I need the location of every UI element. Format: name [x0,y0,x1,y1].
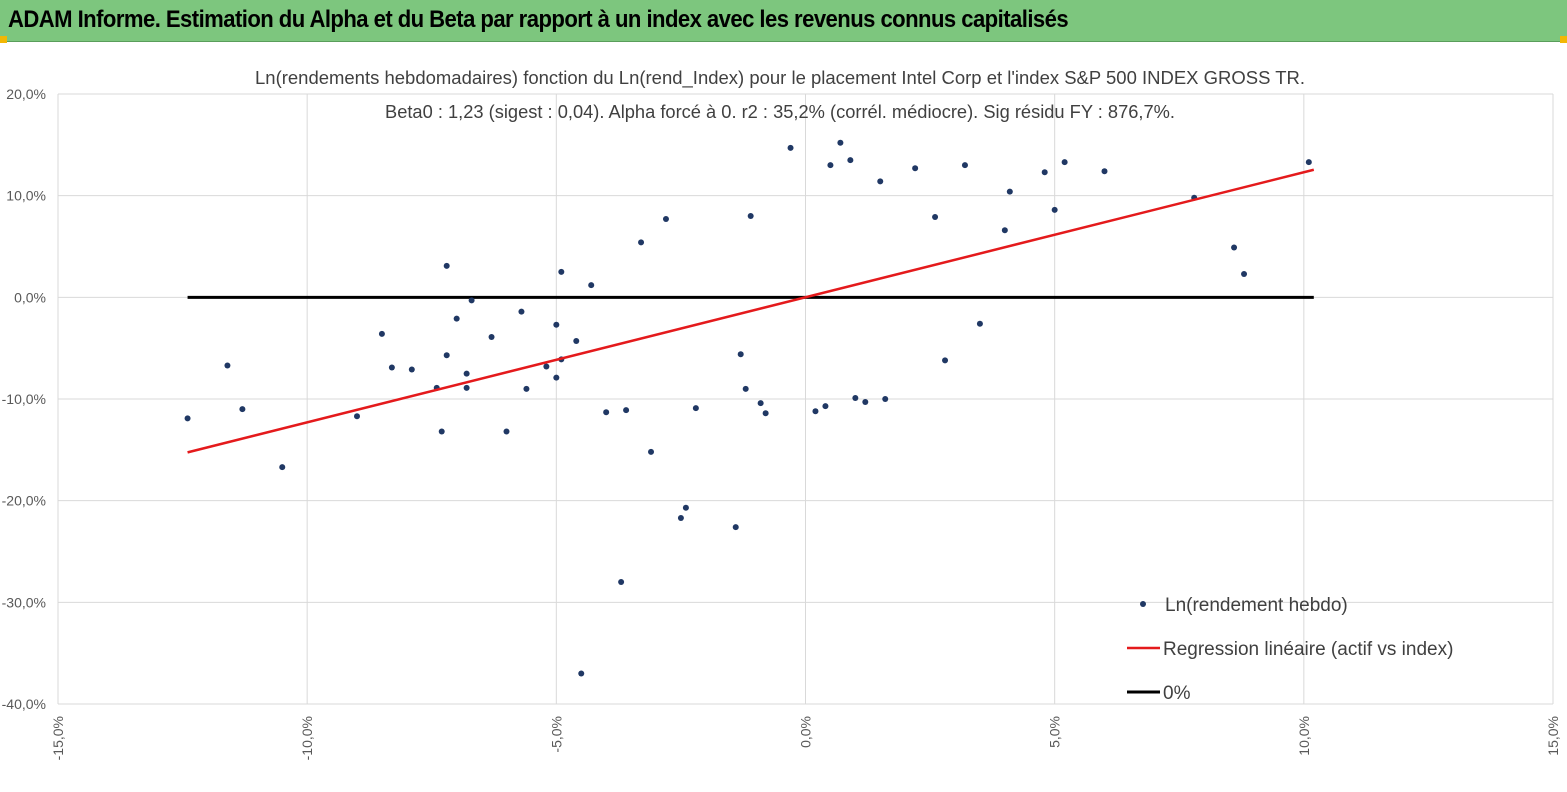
data-point [677,514,684,521]
data-point [732,524,739,531]
data-point [503,428,510,435]
regression-line [187,168,1315,454]
axes: -15,0% -10,0% -5,0% 0,0% 5,0% 10,0% 15,0% 20,0%… [2,86,1561,760]
data-point [553,374,560,381]
data-point [648,448,655,455]
regression-group [187,168,1315,454]
data-point [623,407,630,414]
data-point [573,338,580,345]
data-point [847,157,854,164]
chart-title: Ln(rendements hebdomadaires) fonction du… [255,68,1305,89]
data-point [638,239,645,246]
data-point [588,282,595,289]
data-point [862,399,869,406]
data-point [787,144,794,151]
data-point [463,384,470,391]
data-point [224,362,231,369]
data-point [408,366,415,373]
data-point [1305,159,1312,166]
y-tick-label: -20,0% [2,493,46,509]
data-point [1241,270,1248,277]
data-point [603,409,610,416]
data-point [662,216,669,223]
x-tick-label: 5,0% [1047,716,1063,748]
data-point [742,385,749,392]
corner-marker-left [0,36,7,43]
data-point [812,408,819,415]
data-point [942,357,949,364]
legend: Ln(rendement hebdo) Regression linéaire … [1127,595,1453,704]
data-point [1061,159,1068,166]
x-tick-label: 0,0% [798,716,814,748]
legend-marker-scatter [1140,601,1146,607]
x-tick-label: -15,0% [50,716,66,760]
data-point [882,396,889,402]
data-point [961,162,968,169]
data-point [912,165,919,172]
data-point [692,405,699,412]
scatter-points [184,139,1312,677]
data-point [1051,206,1058,213]
data-point [488,333,495,340]
data-point [443,262,450,269]
data-point [468,297,475,304]
chart-area: -15,0% -10,0% -5,0% 0,0% 5,0% 10,0% 15,0% 20,0%… [0,42,1567,787]
data-point [578,670,585,677]
data-point [1041,169,1048,176]
data-point [518,308,525,315]
data-point [932,214,939,221]
data-point [1006,188,1013,195]
data-point [737,351,744,358]
header-bar: ADAM Informe. Estimation du Alpha et du … [0,0,1567,42]
corner-marker-right [1560,36,1567,43]
data-point [682,504,689,511]
legend-label-scatter: Ln(rendement hebdo) [1165,595,1348,616]
data-point [443,352,450,359]
data-point [239,406,246,413]
data-point [1001,227,1008,234]
data-point [757,400,764,407]
x-tick-label: -10,0% [299,716,315,760]
y-tick-label: 0,0% [14,289,46,305]
data-point [1231,244,1238,251]
data-point [543,363,550,370]
data-point [354,413,360,420]
chart-subtitle: Beta0 : 1,23 (sigest : 0,04). Alpha forc… [385,102,1175,122]
data-point [279,464,286,471]
y-tick-label: 20,0% [6,86,46,102]
data-point [184,415,191,422]
data-point [558,268,565,275]
data-point [852,394,859,401]
data-point [1101,168,1108,175]
data-point [747,213,754,219]
x-tick-label: 15,0% [1545,716,1561,756]
data-point [523,385,530,392]
data-point [822,403,829,410]
x-tick-label: -5,0% [548,716,564,753]
report-title: ADAM Informe. Estimation du Alpha et du … [8,6,1069,33]
y-tick-label: -10,0% [2,391,46,407]
legend-label-zero: 0% [1163,683,1191,704]
legend-label-regression: Regression linéaire (actif vs index) [1163,639,1453,660]
data-point [438,428,445,435]
data-point [388,364,395,371]
x-tick-label: 10,0% [1296,716,1312,756]
y-tick-label: -40,0% [2,696,46,712]
data-point [877,178,884,185]
data-point [378,330,385,337]
data-point [837,139,844,146]
data-point [976,320,983,327]
data-point [553,321,560,328]
data-point [618,579,625,585]
data-point [453,315,460,322]
data-point [762,410,769,417]
data-point [827,162,834,169]
scatter-chart: -15,0% -10,0% -5,0% 0,0% 5,0% 10,0% 15,0% 20,0%… [2,68,1561,760]
y-tick-label: -30,0% [2,594,46,610]
y-tick-label: 10,0% [6,188,46,204]
data-point [463,370,470,377]
